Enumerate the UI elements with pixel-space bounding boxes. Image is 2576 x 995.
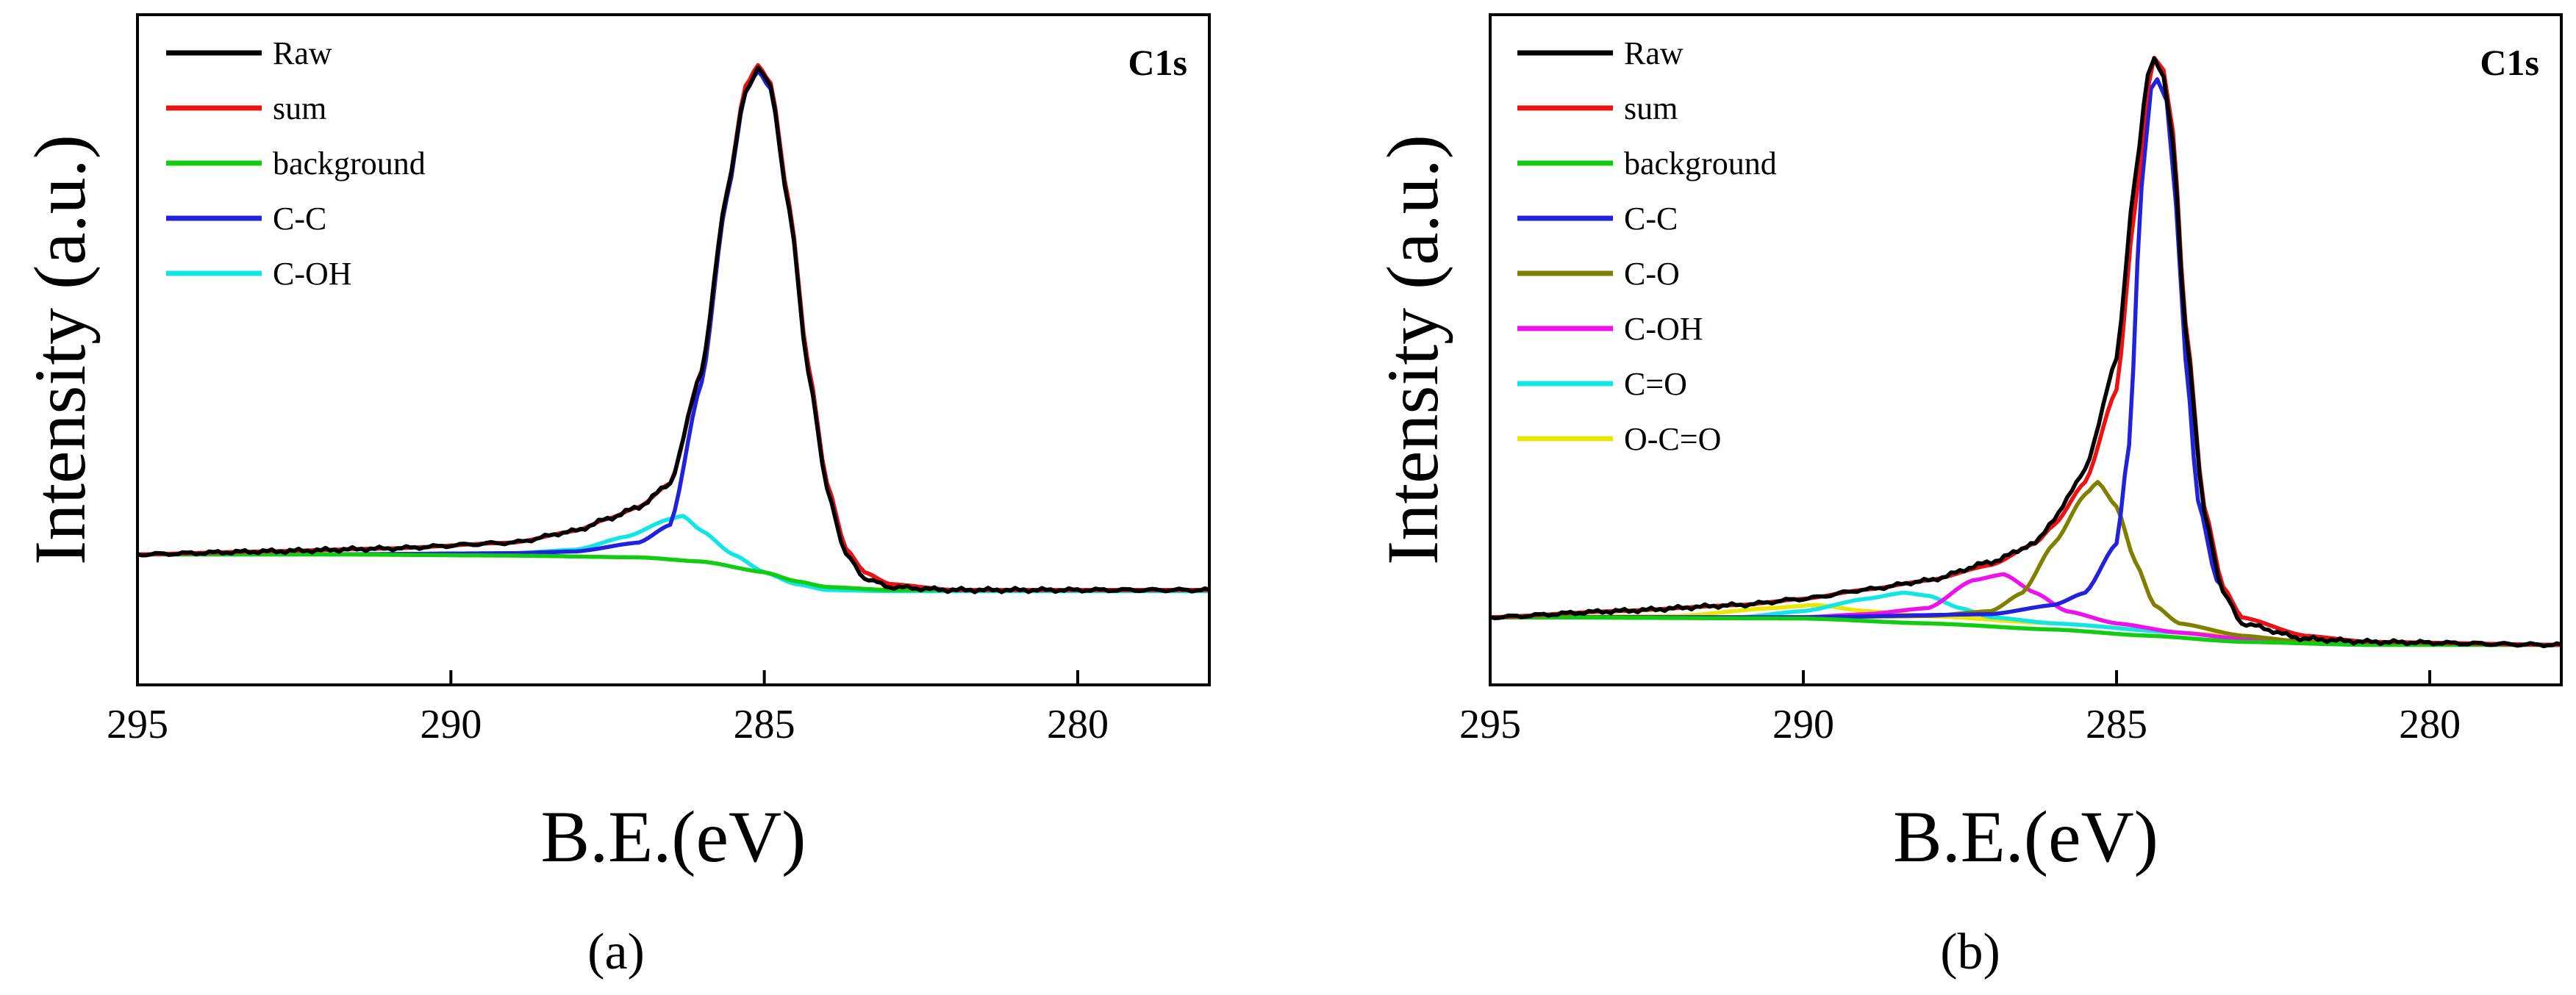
x-tick-label: 290 xyxy=(420,702,482,747)
legend-label: C-OH xyxy=(273,256,352,292)
series-group xyxy=(137,62,1209,595)
x-tick-label: 280 xyxy=(2399,702,2461,747)
legend: Raw sum background C-C C-OH xyxy=(166,35,426,292)
legend: Raw sum background C-C C-O C-OH C=O O-C=O xyxy=(1517,35,1777,457)
plot-frame xyxy=(1489,13,2563,686)
x-axis-label: B.E.(eV) xyxy=(541,796,806,877)
x-axis-label: B.E.(eV) xyxy=(1893,796,2158,877)
y-axis-label: Intensity (a.u.) xyxy=(1372,134,1453,565)
legend-label: Raw xyxy=(273,35,332,71)
x-tick-label: 285 xyxy=(2086,702,2147,747)
legend-label: C-OH xyxy=(1624,311,1703,347)
x-tick-label: 295 xyxy=(1459,702,1521,747)
y-axis-label: Intensity (a.u.) xyxy=(19,134,101,565)
plot-frame xyxy=(136,13,1211,686)
series-line-background xyxy=(137,552,1209,592)
panel-caption: (a) xyxy=(587,924,645,980)
legend-label: sum xyxy=(1624,90,1678,126)
legend-label: Raw xyxy=(1624,35,1684,71)
series-line-background xyxy=(1490,615,2561,647)
panel-title: C1s xyxy=(2480,42,2539,83)
panel-a: 295 290 285 280 B.E.(eV) Intensity (a.u.) C1s R… xyxy=(19,13,1211,980)
legend-label: C-O xyxy=(1624,256,1680,292)
x-tick-label: 285 xyxy=(734,702,795,747)
series-line-raw xyxy=(137,65,1209,595)
legend-label: C-C xyxy=(273,201,326,237)
legend-label: C=O xyxy=(1624,366,1687,402)
legend-label: background xyxy=(1624,146,1777,182)
series-group xyxy=(1490,55,2561,649)
series-line-raw xyxy=(1490,56,2561,649)
legend-label: O-C=O xyxy=(1624,421,1721,457)
x-tick-label: 280 xyxy=(1047,702,1109,747)
panel-b: 295 290 285 280 B.E.(eV) Intensity (a.u.) C1s R… xyxy=(1372,13,2563,980)
x-tick-label: 290 xyxy=(1772,702,1834,747)
panel-caption: (b) xyxy=(1940,924,2000,980)
legend-label: background xyxy=(273,146,426,182)
panel-title: C1s xyxy=(1128,42,1187,83)
legend-label: sum xyxy=(273,90,326,126)
legend-label: C-C xyxy=(1624,201,1678,237)
x-tick-label: 295 xyxy=(107,702,168,747)
